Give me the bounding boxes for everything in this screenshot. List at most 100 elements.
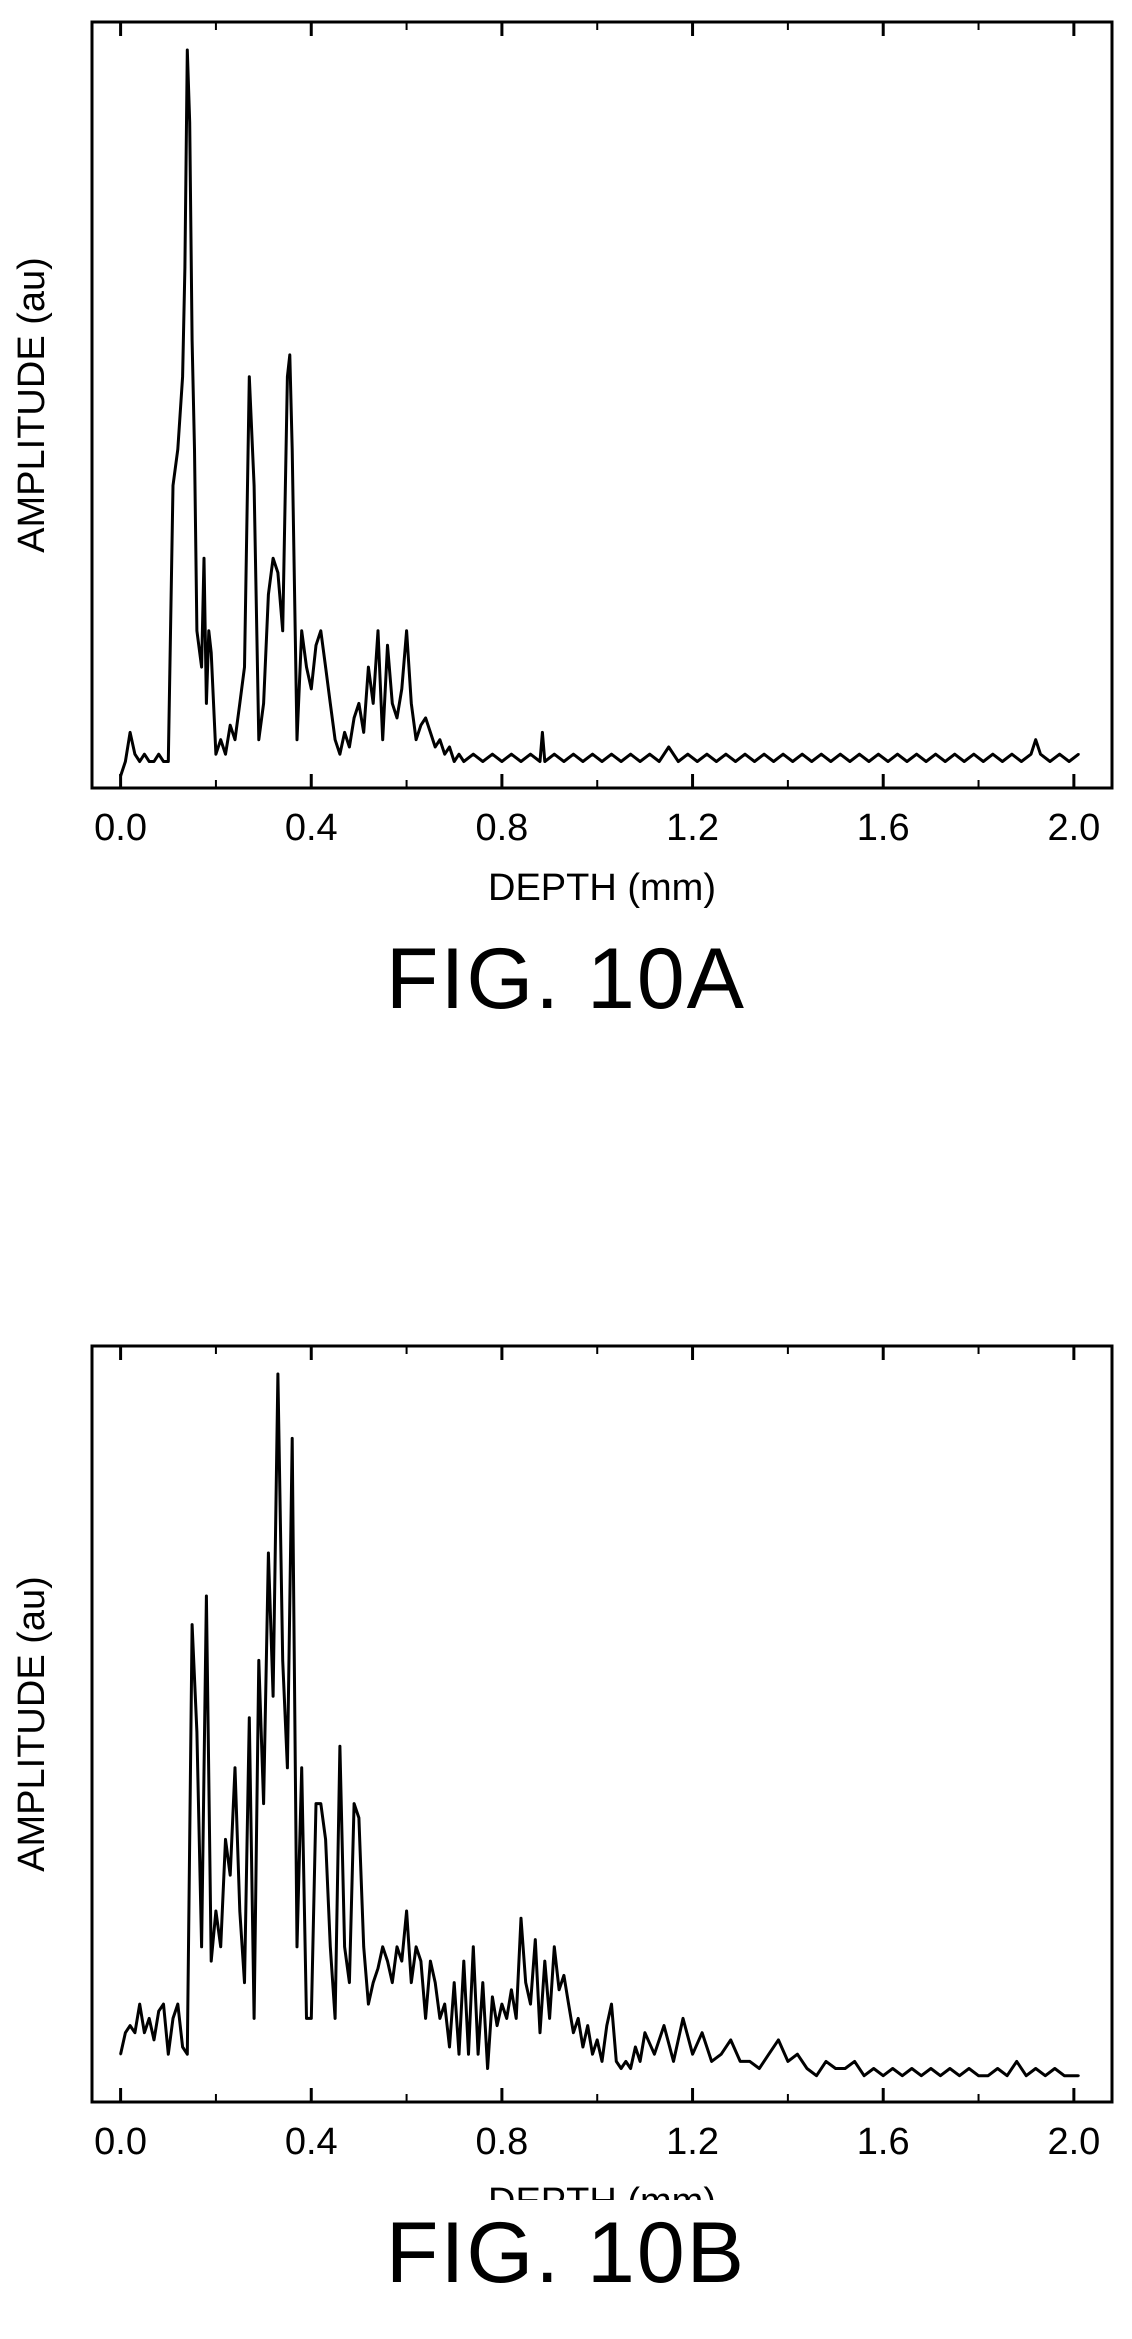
data-point — [257, 738, 260, 741]
data-point — [720, 2053, 723, 2056]
data-point — [238, 702, 241, 705]
data-point — [124, 760, 127, 763]
data-point — [467, 2053, 470, 2056]
data-point — [119, 2053, 122, 2056]
data-point — [434, 1981, 437, 1984]
data-point — [305, 665, 308, 669]
data-point — [495, 2024, 499, 2027]
data-point — [372, 1981, 375, 1984]
data-point — [538, 760, 542, 763]
data-point — [1053, 2067, 1057, 2070]
data-point — [376, 629, 380, 632]
data-point — [691, 2053, 694, 2056]
data-point — [829, 760, 832, 763]
data-point — [190, 1623, 194, 1626]
data-point — [386, 1959, 389, 1963]
data-point — [972, 753, 975, 756]
data-point — [696, 760, 699, 763]
data-point — [143, 753, 146, 756]
data-point — [434, 745, 437, 749]
data-point — [286, 1766, 289, 1769]
data-point — [977, 2074, 980, 2077]
data-point — [662, 2024, 666, 2027]
data-point — [376, 1967, 380, 1970]
data-point — [472, 753, 475, 756]
data-point — [214, 753, 218, 756]
figure-caption-10b: FIG. 10B — [385, 2205, 747, 2301]
data-point — [801, 753, 804, 756]
data-point — [200, 1945, 203, 1948]
data-point — [462, 1959, 465, 1963]
data-point — [295, 1945, 299, 1948]
data-point — [1039, 753, 1042, 756]
data-point — [862, 2074, 866, 2077]
data-point — [352, 1802, 356, 1805]
data-point — [610, 753, 613, 756]
data-point — [743, 753, 747, 756]
data-point — [1034, 738, 1037, 741]
data-point — [710, 2060, 713, 2063]
data-point — [543, 760, 546, 763]
data-point — [300, 1766, 303, 1769]
data-point — [176, 448, 179, 451]
data-point — [672, 2060, 675, 2063]
data-point — [572, 2031, 575, 2034]
data-point — [1077, 2074, 1080, 2077]
data-point — [276, 571, 280, 574]
data-point — [124, 2031, 127, 2034]
y-axis-label: AMPLITUDE (au) — [11, 257, 53, 553]
data-point — [443, 2002, 446, 2006]
data-point — [183, 266, 187, 269]
data-point — [143, 2031, 146, 2034]
data-point — [157, 2010, 160, 2013]
data-point — [414, 738, 418, 741]
data-point — [238, 1909, 241, 1913]
data-point — [541, 731, 544, 734]
data-point — [1034, 2067, 1037, 2070]
x-axis-label: DEPTH (mm) — [488, 2181, 716, 2200]
data-point — [600, 760, 604, 763]
data-point — [128, 731, 132, 734]
data-point — [686, 753, 689, 756]
data-point — [658, 760, 661, 763]
data-point — [405, 1909, 408, 1913]
data-point — [162, 2002, 165, 2006]
data-point — [314, 1802, 318, 1805]
data-point — [248, 375, 251, 378]
data-point — [233, 738, 237, 741]
data-point — [1020, 760, 1023, 763]
data-point — [367, 665, 370, 669]
data-point — [128, 2024, 132, 2027]
x-tick-label: 2.0 — [1047, 807, 1100, 849]
data-point — [338, 753, 342, 756]
y-axis-label: AMPLITUDE (au) — [11, 1576, 53, 1872]
data-point — [839, 753, 842, 756]
data-point — [929, 2067, 933, 2070]
data-point — [181, 375, 184, 378]
data-point — [195, 1730, 199, 1734]
data-point — [777, 2038, 780, 2042]
data-point — [429, 731, 432, 734]
data-point — [948, 2067, 952, 2070]
data-point — [596, 2038, 599, 2042]
data-point — [786, 2060, 790, 2063]
data-point — [229, 724, 232, 727]
data-point — [176, 2002, 179, 2006]
data-point — [229, 1874, 232, 1877]
data-point — [834, 2067, 837, 2070]
data-point — [419, 1959, 423, 1963]
data-point — [629, 2067, 632, 2070]
data-point — [924, 760, 928, 763]
data-point — [562, 1974, 566, 1977]
data-point — [188, 121, 191, 124]
data-point — [815, 2074, 818, 2077]
data-point — [910, 2067, 913, 2070]
data-point — [391, 702, 394, 705]
data-point — [581, 760, 585, 763]
data-point — [300, 629, 303, 632]
data-point — [362, 1945, 365, 1948]
data-point — [310, 687, 313, 691]
data-point — [167, 760, 170, 763]
data-point — [648, 753, 651, 756]
data-point — [853, 2060, 856, 2063]
